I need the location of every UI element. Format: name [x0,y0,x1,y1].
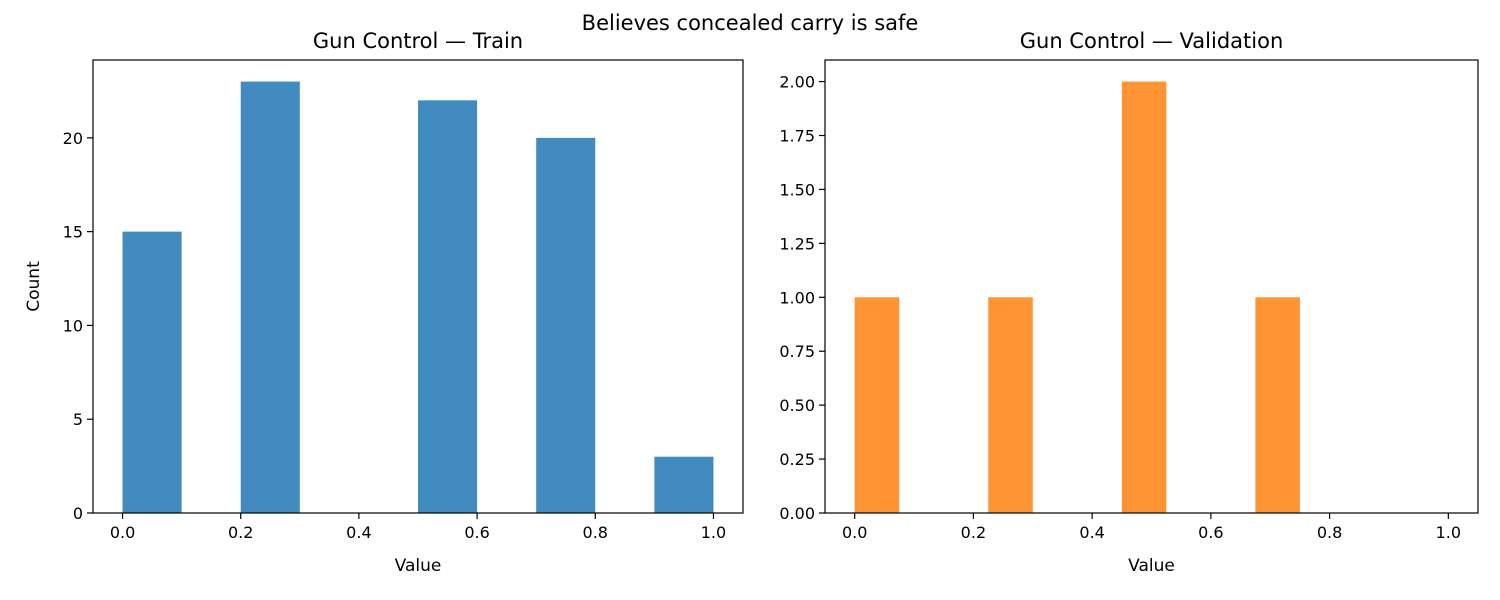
validation-bar-3 [1255,297,1300,513]
validation-axes-title: Gun Control — Validation [1020,29,1284,53]
figure-suptitle: Believes concealed carry is safe [582,11,919,35]
validation-x-tick-label-0: 0.0 [842,523,867,542]
train-x-tick-label-2: 0.4 [346,523,371,542]
train-x-tick-label-3: 0.6 [464,523,489,542]
train-axes-title: Gun Control — Train [313,29,523,53]
train-bar-2 [418,100,478,513]
train-bar-1 [240,81,300,514]
train-y-tick-label-4: 20 [63,129,83,148]
validation-x-axis-label: Value [1128,556,1175,576]
validation-x-tick-label-1: 0.2 [961,523,986,542]
validation-y-tick-label-6: 1.50 [779,180,815,199]
train-y-axis-label: Count [24,261,44,312]
train-x-axis-label: Value [395,556,442,576]
train-y-tick-label-3: 15 [63,223,83,242]
validation-x-tick-label-4: 0.8 [1317,523,1342,542]
train-x-tick-label-5: 1.0 [701,523,726,542]
train-histogram-axes: 0.0 0.2 0.4 0.6 0.8 1.0 0 5 10 15 20 Gun Control — … [24,29,744,576]
train-x-tick-label-4: 0.8 [583,523,608,542]
validation-y-tick-label-2: 0.50 [779,396,815,415]
train-axes-frame [92,59,744,514]
train-x-tick-label-0: 0.0 [110,523,135,542]
train-bar-3 [536,137,596,513]
validation-bar-1 [988,297,1033,513]
validation-y-tick-label-7: 1.75 [779,127,815,146]
validation-axes-frame [824,59,1479,514]
validation-histogram-axes: 0.0 0.2 0.4 0.6 0.8 1.0 0.00 0.25 0.50 0.75 1.00 1.… [779,29,1479,576]
validation-y-tick-label-8: 2.00 [779,73,815,92]
validation-y-tick-label-1: 0.25 [779,450,815,469]
train-bar-0 [122,231,182,513]
validation-y-tick-label-3: 0.75 [779,342,815,361]
validation-y-tick-label-4: 1.00 [779,288,815,307]
train-y-tick-label-0: 0 [73,504,83,523]
validation-x-tick-label-3: 0.6 [1198,523,1223,542]
validation-x-tick-label-5: 1.0 [1436,523,1461,542]
validation-y-tick-label-5: 1.25 [779,234,815,253]
validation-bar-2 [1121,81,1167,514]
train-y-tick-label-1: 5 [73,410,83,429]
train-y-tick-label-2: 10 [63,316,83,335]
train-x-tick-label-1: 0.2 [228,523,253,542]
validation-y-tick-label-0: 0.00 [779,504,815,523]
validation-bar-0 [854,297,900,513]
train-bar-4 [654,456,714,513]
validation-x-tick-label-2: 0.4 [1079,523,1104,542]
